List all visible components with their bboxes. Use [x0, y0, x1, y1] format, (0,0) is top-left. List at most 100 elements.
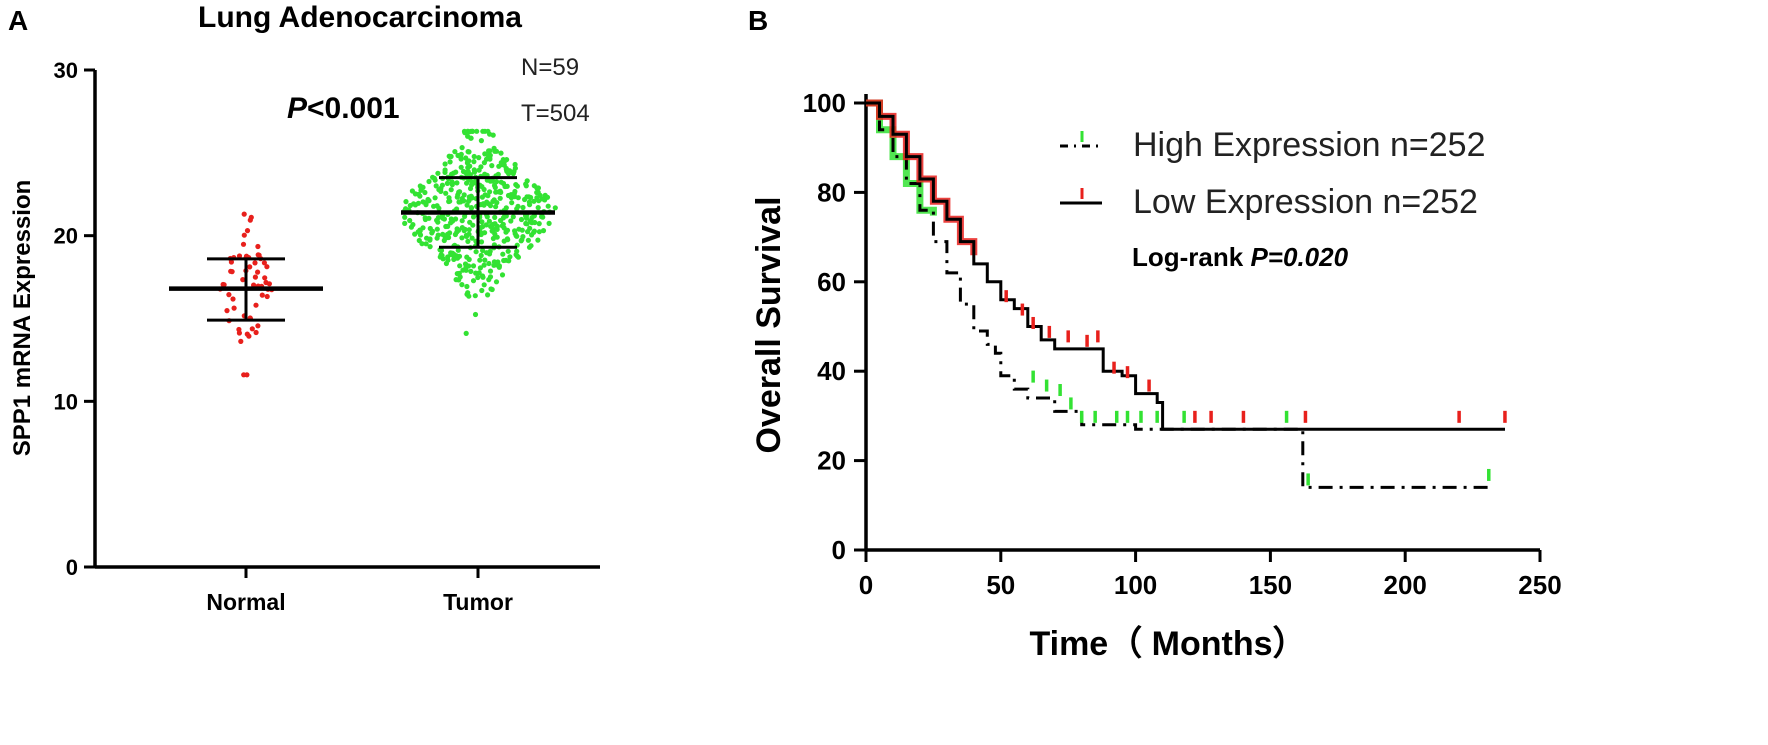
data-point-tumor — [451, 170, 457, 176]
data-point-tumor — [427, 236, 433, 242]
data-point-tumor — [443, 190, 449, 196]
data-point-tumor — [525, 237, 532, 243]
data-point-normal — [259, 292, 265, 298]
panel-a-category-label: Tumor — [443, 589, 513, 615]
data-point-tumor — [496, 264, 502, 270]
data-point-tumor — [466, 293, 472, 299]
data-point-tumor — [507, 254, 513, 260]
data-point-tumor — [470, 263, 477, 269]
data-point-tumor — [462, 226, 468, 232]
data-point-tumor — [518, 238, 524, 244]
data-point-tumor — [459, 282, 465, 288]
data-point-tumor — [444, 180, 450, 186]
data-point-tumor — [528, 194, 534, 201]
data-point-tumor — [486, 218, 492, 224]
data-point-tumor — [458, 164, 464, 170]
data-point-tumor — [535, 237, 541, 243]
data-point-tumor — [487, 203, 494, 209]
data-point-normal — [236, 330, 242, 336]
data-point-tumor — [501, 162, 507, 168]
data-point-tumor — [458, 156, 464, 162]
data-point-tumor — [441, 216, 447, 222]
legend-low-label: Low Expression n=252 — [1133, 183, 1478, 221]
data-point-tumor — [453, 255, 460, 261]
data-point-tumor — [453, 216, 459, 222]
data-point-tumor — [490, 132, 496, 138]
data-point-tumor — [402, 214, 408, 220]
data-point-tumor — [452, 231, 458, 238]
data-point-normal — [226, 292, 232, 298]
data-point-normal — [255, 243, 261, 250]
data-point-tumor — [485, 128, 491, 134]
data-point-tumor — [487, 268, 494, 274]
data-point-tumor — [482, 171, 488, 177]
data-point-tumor — [489, 286, 495, 293]
data-point-normal — [247, 264, 253, 270]
panel-b-x-tick-label: 250 — [1518, 570, 1561, 600]
data-point-tumor — [528, 243, 534, 249]
data-point-tumor — [471, 169, 478, 175]
data-point-tumor — [434, 203, 440, 209]
data-point-tumor — [473, 270, 479, 276]
panel-a-y-tick-label: 30 — [54, 58, 78, 83]
data-point-tumor — [511, 168, 517, 175]
data-point-tumor — [531, 228, 538, 234]
data-point-tumor — [473, 249, 479, 255]
data-point-normal — [261, 260, 267, 266]
panel-a-y-axis-label: SPP1 mRNA Expression — [9, 180, 36, 457]
data-point-tumor — [464, 171, 470, 177]
data-point-tumor — [454, 180, 460, 186]
data-point-tumor — [478, 138, 484, 144]
panel-a-n-normal: N=59 — [521, 54, 579, 81]
data-point-tumor — [544, 194, 551, 200]
data-point-tumor — [457, 274, 463, 280]
data-point-tumor — [512, 161, 518, 168]
data-point-normal — [266, 281, 272, 287]
panel-b-x-tick-label: 150 — [1249, 570, 1292, 600]
data-point-tumor — [403, 199, 409, 205]
data-point-normal — [231, 305, 237, 311]
data-point-tumor — [493, 279, 500, 285]
panel-b-y-axis-label: Overall Survival — [750, 196, 788, 453]
data-point-tumor — [489, 228, 495, 234]
data-point-tumor — [477, 265, 483, 271]
data-point-tumor — [419, 241, 425, 247]
data-point-tumor — [491, 145, 497, 151]
data-point-tumor — [468, 135, 474, 141]
data-point-tumor — [459, 145, 465, 151]
data-point-tumor — [510, 214, 516, 220]
data-point-tumor — [466, 129, 472, 135]
data-point-tumor — [423, 241, 429, 247]
panel-b: B Overall Survival Time（ Months） 0 20 40 60… — [748, 5, 1562, 663]
data-point-tumor — [417, 232, 424, 238]
km-curve-high-highlight — [866, 99, 1492, 491]
data-point-tumor — [493, 179, 500, 185]
panel-a-p-value: P<0.001 — [287, 92, 400, 125]
data-point-tumor — [462, 213, 468, 219]
data-point-normal — [249, 326, 255, 332]
data-point-tumor — [476, 155, 482, 161]
legend: High Expression n=252 Low Expression n=2… — [1060, 126, 1486, 221]
data-point-tumor — [425, 198, 431, 204]
data-point-tumor — [504, 157, 510, 163]
data-point-tumor — [490, 198, 496, 204]
data-point-tumor — [468, 205, 474, 211]
data-point-tumor — [515, 203, 521, 209]
data-point-normal — [228, 259, 234, 265]
data-point-tumor — [412, 202, 418, 208]
data-point-tumor — [531, 183, 537, 189]
data-point-tumor — [468, 193, 474, 199]
data-point-normal — [238, 338, 244, 344]
panel-b-y-tick-label: 100 — [803, 88, 846, 118]
panel-b-x-tick-label: 100 — [1114, 570, 1157, 600]
data-point-tumor — [464, 254, 470, 260]
data-point-tumor — [528, 218, 534, 224]
data-point-normal — [241, 211, 247, 217]
data-point-tumor — [520, 234, 526, 240]
data-point-tumor — [495, 259, 501, 265]
panel-a-y-tick-label: 0 — [66, 555, 78, 580]
data-point-tumor — [444, 231, 451, 237]
data-point-tumor — [470, 278, 477, 284]
data-point-tumor — [527, 202, 533, 208]
data-point-tumor — [527, 225, 533, 231]
